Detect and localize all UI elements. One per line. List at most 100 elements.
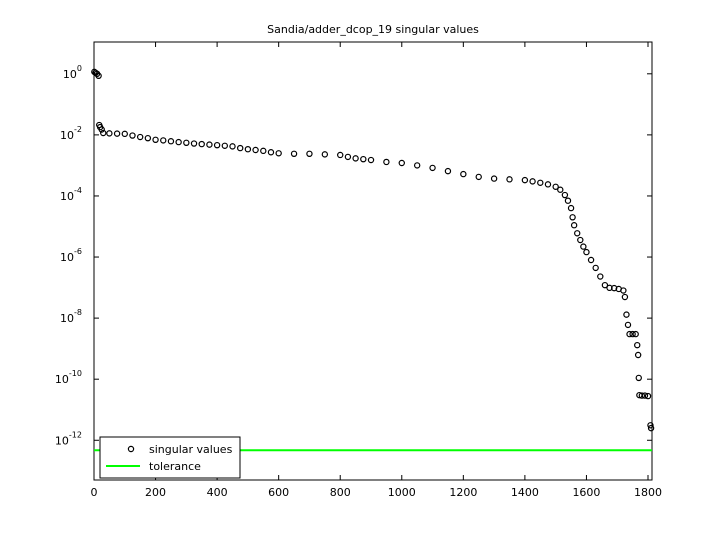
legend-label: singular values (149, 443, 233, 456)
data-point (529, 178, 536, 185)
data-point (260, 147, 267, 155)
y-tick-label: 100 (63, 64, 82, 81)
data-point (506, 176, 513, 183)
x-tick-label: 1200 (449, 486, 477, 499)
data-point (206, 141, 213, 148)
data-point (106, 130, 113, 137)
data-point (632, 330, 639, 338)
data-point (583, 248, 590, 256)
data-point (601, 281, 609, 289)
data-point (587, 256, 595, 264)
data-point (564, 197, 572, 204)
data-point (574, 230, 581, 237)
data-point (198, 140, 205, 148)
data-point (413, 162, 421, 169)
y-tick-label: 10-6 (60, 247, 82, 264)
data-point (221, 142, 229, 149)
data-point (623, 311, 630, 318)
data-point (644, 392, 652, 400)
x-tick-label: 200 (145, 486, 166, 499)
data-point (557, 186, 564, 193)
data-point (641, 392, 649, 399)
data-point (229, 143, 236, 150)
data-point (635, 374, 642, 382)
data-point (136, 133, 144, 141)
data-point (552, 183, 559, 190)
legend-box (99, 436, 241, 479)
data-point (561, 191, 569, 199)
legend-label: tolerance (149, 460, 201, 473)
data-point (144, 134, 152, 142)
data-point (444, 167, 452, 175)
data-point (634, 351, 642, 359)
data-point (321, 151, 329, 158)
x-tick-label: 800 (330, 486, 351, 499)
data-point (129, 132, 136, 139)
data-point (175, 138, 182, 146)
data-point (490, 175, 498, 182)
data-point (460, 170, 467, 178)
data-point (621, 293, 629, 301)
data-point (190, 140, 198, 147)
data-point (629, 330, 636, 338)
chart-title: Sandia/adder_dcop_19 singular values (267, 23, 479, 36)
data-point (569, 214, 576, 221)
data-point (113, 130, 121, 137)
data-point (344, 153, 352, 161)
y-tick-label: 10-10 (55, 369, 82, 386)
data-point (183, 139, 190, 147)
x-tick-label: 400 (207, 486, 228, 499)
data-point (647, 424, 655, 432)
x-tick-label: 1400 (511, 486, 539, 499)
data-point (626, 330, 633, 338)
y-tick-label: 10-12 (55, 430, 82, 447)
data-point (634, 341, 641, 349)
data-point (152, 136, 159, 144)
data-point (475, 173, 482, 181)
data-point (306, 150, 313, 158)
data-point (577, 236, 584, 244)
data-point (597, 273, 604, 280)
data-point (537, 179, 544, 186)
data-point (160, 137, 167, 144)
data-point (236, 144, 244, 152)
data-point (592, 264, 599, 272)
data-point (544, 181, 552, 188)
data-point (100, 129, 107, 137)
legend-marker (127, 445, 135, 453)
data-point (620, 287, 627, 294)
data-point (647, 422, 654, 429)
data-point (367, 156, 375, 164)
data-point (252, 146, 259, 154)
x-tick-label: 600 (268, 486, 289, 499)
y-tick-label: 10-2 (60, 125, 82, 142)
x-tick-label: 0 (91, 486, 98, 499)
data-point (337, 151, 344, 159)
x-tick-label: 1600 (572, 486, 600, 499)
data-point (95, 72, 102, 80)
data-point (244, 145, 252, 153)
data-point (398, 159, 405, 167)
data-point (580, 243, 587, 250)
data-point (121, 130, 128, 138)
data-point (267, 149, 275, 156)
data-point (98, 126, 105, 133)
data-point (352, 155, 359, 162)
data-point (624, 321, 632, 329)
data-point (213, 141, 221, 149)
x-tick-label: 1000 (388, 486, 416, 499)
x-tick-label: 1800 (634, 486, 662, 499)
data-point (429, 164, 436, 172)
y-tick-label: 10-8 (60, 308, 82, 325)
data-point (167, 138, 175, 145)
data-point (275, 150, 282, 157)
data-point (290, 150, 298, 158)
y-tick-label: 10-4 (60, 186, 82, 203)
data-point (383, 158, 390, 166)
data-point (360, 155, 367, 163)
plot-area (93, 41, 653, 481)
data-point (567, 204, 575, 212)
data-point (638, 392, 646, 399)
data-point (570, 222, 578, 229)
